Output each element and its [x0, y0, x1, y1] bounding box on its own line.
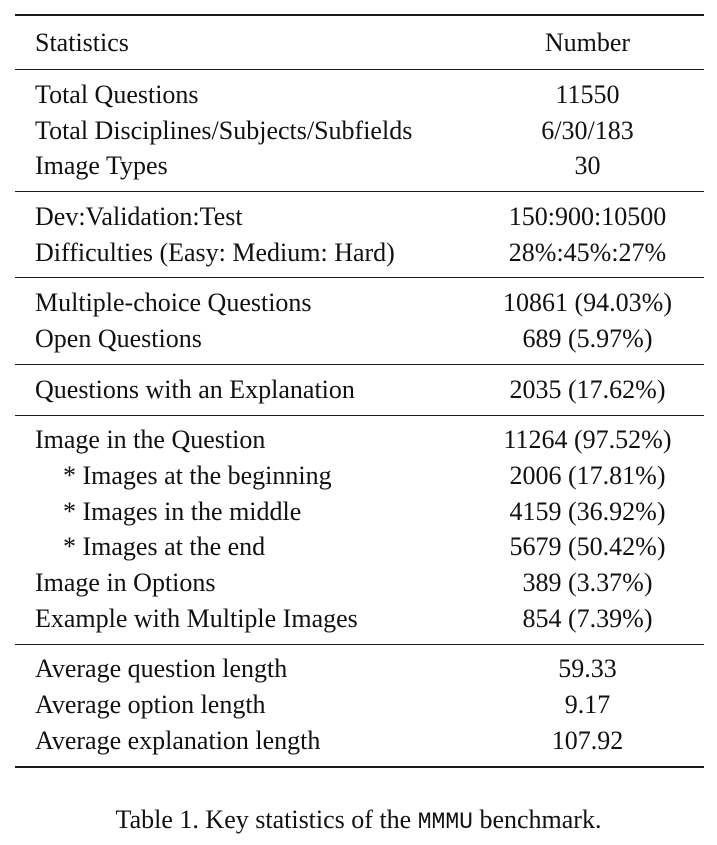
row-label: Average explanation length — [35, 725, 321, 755]
table-row: Open Questions 689 (5.97%) — [15, 321, 704, 357]
table-row: Total Disciplines/Subjects/Subfields 6/3… — [15, 113, 704, 149]
group-divider — [15, 191, 704, 193]
group-question-types: Multiple-choice Questions 10861 (94.03%)… — [15, 278, 704, 363]
table-header-row: Statistics Number — [15, 16, 704, 69]
table-row: Image in Options 389 (3.37%) — [15, 565, 704, 601]
row-value: 2006 (17.81%) — [509, 461, 666, 491]
header-statistics: Statistics — [35, 27, 129, 57]
table-row: Multiple-choice Questions 10861 (94.03%) — [15, 285, 704, 321]
row-value: 28%:45%:27% — [508, 237, 667, 267]
row-label: * Images at the end — [63, 532, 266, 562]
row-label: Example with Multiple Images — [35, 603, 358, 633]
row-value: 10861 (94.03%) — [503, 288, 672, 318]
row-label: Image in Options — [35, 568, 216, 598]
header-rule — [15, 69, 704, 70]
row-label: Image Types — [35, 151, 168, 181]
row-label: Average option length — [35, 690, 266, 720]
table-caption: Table 1. Key statistics of the MMMU benc… — [0, 807, 717, 834]
caption-prefix: Table 1. Key statistics of the — [115, 805, 418, 834]
table-row: Dev:Validation:Test 150:900:10500 — [15, 199, 704, 235]
group-splits: Dev:Validation:Test 150:900:10500 Diffic… — [15, 192, 704, 277]
group-images: Image in the Question 11264 (97.52%) * I… — [15, 416, 704, 644]
table-row: Example with Multiple Images 854 (7.39%) — [15, 601, 704, 637]
table-row: * Images at the beginning 2006 (17.81%) — [15, 458, 704, 494]
row-value: 854 (7.39%) — [522, 603, 653, 633]
row-label: Open Questions — [35, 323, 202, 353]
row-value: 2035 (17.62%) — [509, 374, 666, 404]
row-value: 9.17 — [564, 690, 611, 720]
row-value: 107.92 — [551, 725, 624, 755]
top-rule — [15, 14, 704, 16]
table-row: * Images at the end 5679 (50.42%) — [15, 530, 704, 566]
row-label: Questions with an Explanation — [35, 374, 355, 404]
group-divider — [15, 363, 704, 365]
group-lengths: Average question length 59.33 Average op… — [15, 645, 704, 766]
row-label: Average question length — [35, 654, 288, 684]
row-label: Multiple-choice Questions — [35, 288, 312, 318]
row-value: 150:900:10500 — [508, 201, 667, 231]
table-row: Average question length 59.33 — [15, 652, 704, 688]
row-label: Total Questions — [35, 79, 199, 109]
table-row: Average option length 9.17 — [15, 687, 704, 723]
group-divider — [15, 643, 704, 645]
row-value: 4159 (36.92%) — [509, 496, 666, 526]
row-label: Total Disciplines/Subjects/Subfields — [35, 115, 413, 145]
statistics-table: Statistics Number Total Questions 11550 … — [15, 14, 704, 768]
row-label: * Images in the middle — [63, 496, 302, 526]
table-row: Image in the Question 11264 (97.52%) — [15, 423, 704, 459]
row-value: 59.33 — [558, 654, 617, 684]
caption-benchmark-name: MMMU — [417, 809, 473, 835]
table-row: Image Types 30 — [15, 148, 704, 184]
row-value: 6/30/183 — [541, 115, 634, 145]
row-label: * Images at the beginning — [63, 461, 332, 491]
caption-suffix: benchmark. — [472, 805, 602, 834]
row-value: 11550 — [555, 79, 620, 109]
group-totals: Total Questions 11550 Total Disciplines/… — [15, 70, 704, 191]
group-explanations: Questions with an Explanation 2035 (17.6… — [15, 365, 704, 415]
row-value: 689 (5.97%) — [522, 323, 653, 353]
row-value: 11264 (97.52%) — [503, 425, 672, 455]
row-label: Dev:Validation:Test — [35, 201, 243, 231]
row-value: 5679 (50.42%) — [509, 532, 666, 562]
table-row: Total Questions 11550 — [15, 77, 704, 113]
group-divider — [15, 277, 704, 279]
header-number: Number — [544, 27, 631, 57]
table-row: * Images in the middle 4159 (36.92%) — [15, 494, 704, 530]
row-label: Difficulties (Easy: Medium: Hard) — [35, 237, 395, 267]
table-row: Difficulties (Easy: Medium: Hard) 28%:45… — [15, 235, 704, 271]
table-row: Average explanation length 107.92 — [15, 723, 704, 759]
bottom-rule — [15, 765, 704, 768]
row-value: 30 — [574, 151, 601, 181]
row-label: Image in the Question — [35, 425, 266, 455]
table-row: Questions with an Explanation 2035 (17.6… — [15, 372, 704, 408]
group-divider — [15, 414, 704, 416]
row-value: 389 (3.37%) — [522, 568, 653, 598]
